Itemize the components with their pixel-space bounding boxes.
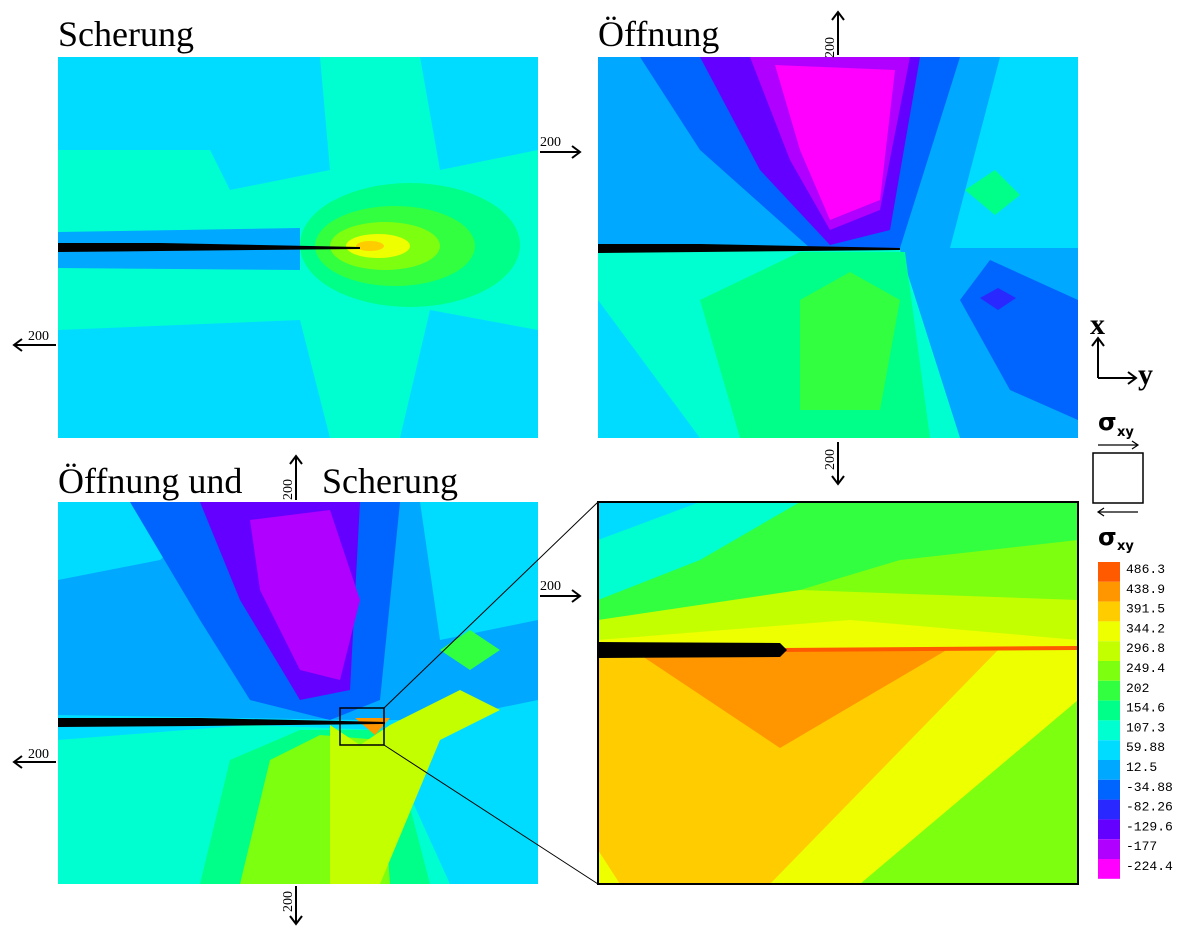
legend-swatch [1098,799,1120,820]
scale-label: 200 [281,891,296,912]
scale-arrow: 200 [12,329,56,352]
contour-opening [598,57,1078,438]
legend-swatch [1098,700,1120,721]
legend-swatch [1098,601,1120,622]
legend-swatch [1098,641,1120,661]
legend-swatch [1098,562,1120,582]
legend-label: -34.88 [1126,780,1173,795]
legend-swatch [1098,680,1120,701]
stress-symbol: σ [1098,408,1117,436]
scale-label: 200 [28,329,49,344]
zoom-line [383,501,599,709]
scale-label: 200 [823,449,838,470]
legend-label: 154.6 [1126,701,1165,716]
scale-arrow: 200 [823,10,845,58]
stress-subscript: xy [1117,425,1134,440]
legend-label: 59.88 [1126,740,1165,755]
scale-label: 200 [823,37,838,58]
panel-title: Öffnung [598,14,719,54]
scale-label: 200 [281,479,296,500]
legend-swatch [1098,740,1120,760]
scale-label: 200 [540,579,561,594]
legend-swatch [1098,661,1120,681]
stress-arrow [1096,507,1138,517]
scale-arrow: 200 [12,747,56,769]
stress-symbol: σ [1098,523,1117,551]
panel-title: Scherung [58,14,194,54]
legend-label: 107.3 [1126,720,1165,735]
legend: 486.3 438.9 391.5 344.2 296.8 249.4 202 154.6 10… [1098,562,1173,879]
scale-arrow: 200 [281,886,303,926]
legend-label: -82.26 [1126,800,1173,815]
axis-arrows [1091,336,1138,385]
legend-label: 486.3 [1126,562,1165,577]
stress-element [1092,452,1144,504]
scale-label: 200 [540,135,561,150]
zoom-frame [597,501,1079,885]
legend-label: 12.5 [1126,760,1157,775]
zoom-box [339,707,385,746]
legend-label: -177 [1126,839,1157,854]
legend-swatch [1098,581,1120,602]
legend-swatch [1098,859,1120,879]
legend-swatch [1098,621,1120,642]
contour-combined [58,502,538,884]
axis-label: y [1138,358,1153,391]
axis-label: x [1090,308,1105,341]
legend-label: -129.6 [1126,819,1173,834]
legend-label: -224.4 [1126,859,1173,874]
scale-arrow: 200 [823,442,845,486]
stress-arrow [1098,440,1140,450]
scale-arrow: 200 [540,135,582,159]
legend-swatch [1098,760,1120,780]
legend-label: 296.8 [1126,641,1165,656]
scale-arrow: 200 [281,454,303,500]
legend-label: 391.5 [1126,602,1165,617]
scale-label: 200 [28,747,49,762]
legend-swatch [1098,779,1120,800]
legend-label: 344.2 [1126,621,1165,636]
legend-swatch [1098,839,1120,859]
legend-label: 202 [1126,681,1149,696]
stress-subscript: xy [1117,539,1134,554]
panel-title: Öffnung und [58,461,242,501]
panel-title: Scherung [322,461,458,501]
scale-arrow: 200 [540,579,582,603]
legend-label: 249.4 [1126,661,1165,676]
contour-zoom [598,502,1078,884]
contour-shear [58,57,538,438]
legend-swatch [1098,819,1120,840]
zoom-line [383,744,599,885]
legend-label: 438.9 [1126,582,1165,597]
legend-swatch [1098,720,1120,741]
